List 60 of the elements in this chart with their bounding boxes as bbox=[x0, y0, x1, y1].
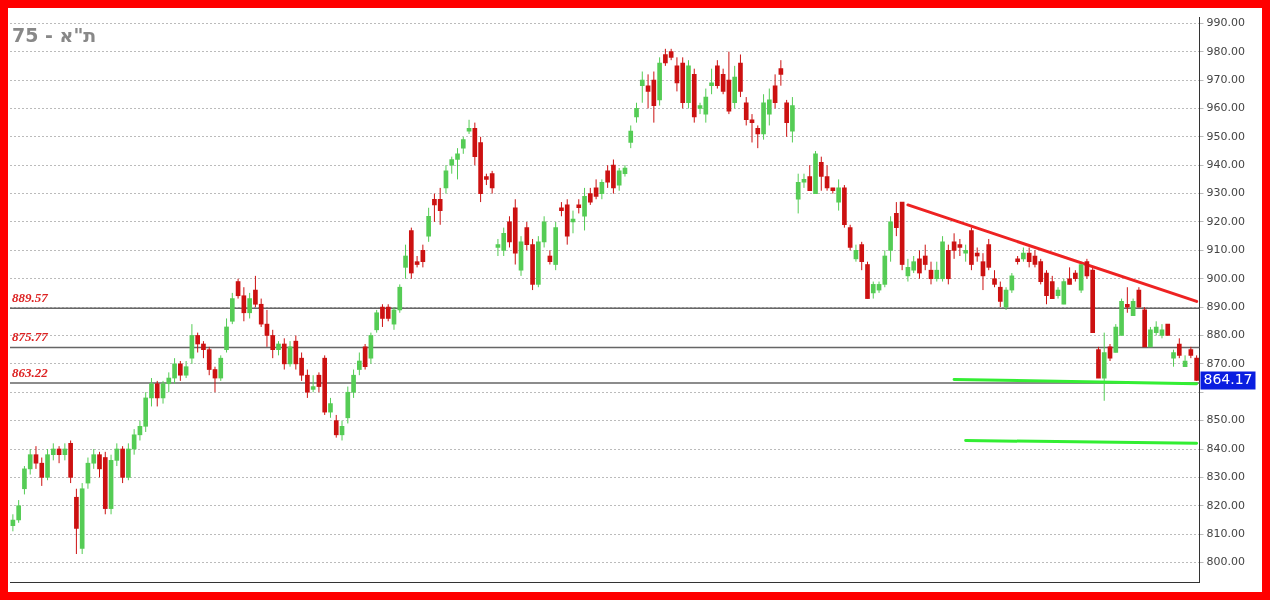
candlestick bbox=[333, 414, 339, 439]
candlestick bbox=[807, 164, 813, 192]
y-tick-label: 870.00 bbox=[1206, 356, 1246, 370]
y-tick-label: 930.00 bbox=[1206, 186, 1246, 200]
candlestick bbox=[281, 337, 287, 371]
candlestick bbox=[755, 124, 761, 149]
candlestick bbox=[374, 309, 379, 334]
candlestick bbox=[709, 68, 714, 95]
candlestick bbox=[178, 360, 183, 382]
candlestick bbox=[218, 354, 224, 382]
candlestick bbox=[397, 283, 403, 314]
candlestick bbox=[639, 71, 645, 104]
chart-title: ת"א - 75 bbox=[12, 24, 97, 46]
candlestick bbox=[957, 238, 963, 257]
candlestick bbox=[784, 99, 789, 138]
y-tick-label: 920.00 bbox=[1206, 214, 1246, 228]
y-tick-label: 970.00 bbox=[1206, 72, 1246, 86]
y-tick-label: 820.00 bbox=[1206, 498, 1246, 512]
candlestick bbox=[1125, 286, 1130, 314]
candlestick bbox=[328, 397, 333, 419]
candlestick bbox=[426, 207, 431, 243]
y-tick-label: 950.00 bbox=[1206, 129, 1246, 143]
candlestick bbox=[778, 59, 784, 87]
ref-line-label: 889.57 bbox=[12, 290, 49, 306]
y-tick-label: 960.00 bbox=[1206, 101, 1246, 115]
candlestick bbox=[16, 499, 21, 524]
y-tick-label: 840.00 bbox=[1206, 441, 1246, 455]
y-tick-label: 810.00 bbox=[1206, 527, 1246, 541]
y-tick-label: 850.00 bbox=[1206, 413, 1246, 427]
candlestick bbox=[628, 124, 634, 149]
candlestick bbox=[195, 332, 200, 354]
candlestick bbox=[403, 244, 408, 280]
text: 864.17 bbox=[1203, 371, 1253, 388]
y-tick-label: 900.00 bbox=[1206, 271, 1246, 285]
candlestick bbox=[229, 292, 235, 325]
candlestick bbox=[27, 448, 33, 476]
candlestick bbox=[645, 73, 651, 109]
candlestick bbox=[22, 465, 27, 495]
y-tick-label: 980.00 bbox=[1206, 44, 1246, 58]
candlestick bbox=[1176, 337, 1182, 359]
ref-line-label: 875.77 bbox=[12, 329, 49, 345]
candlestick bbox=[997, 281, 1003, 308]
y-tick-label: 880.00 bbox=[1206, 328, 1246, 342]
candlestick bbox=[634, 102, 639, 124]
candlestick bbox=[859, 241, 865, 271]
candlestick bbox=[836, 178, 841, 212]
candlestick bbox=[224, 317, 229, 354]
candlestick bbox=[149, 377, 154, 407]
candlestick bbox=[357, 352, 362, 376]
candlestick bbox=[582, 187, 587, 231]
y-tick-label: 890.00 bbox=[1206, 299, 1246, 313]
y-tick-label: 830.00 bbox=[1206, 470, 1246, 484]
y-tick-label: 990.00 bbox=[1206, 16, 1246, 30]
y-tick-label: 800.00 bbox=[1206, 555, 1246, 569]
ref-line-label: 863.22 bbox=[12, 364, 49, 380]
y-tick-label: 940.00 bbox=[1206, 158, 1246, 172]
y-tick-label: 910.00 bbox=[1206, 243, 1246, 257]
candlestick bbox=[172, 357, 177, 385]
candlestick bbox=[247, 292, 252, 319]
candlestick bbox=[154, 380, 160, 407]
